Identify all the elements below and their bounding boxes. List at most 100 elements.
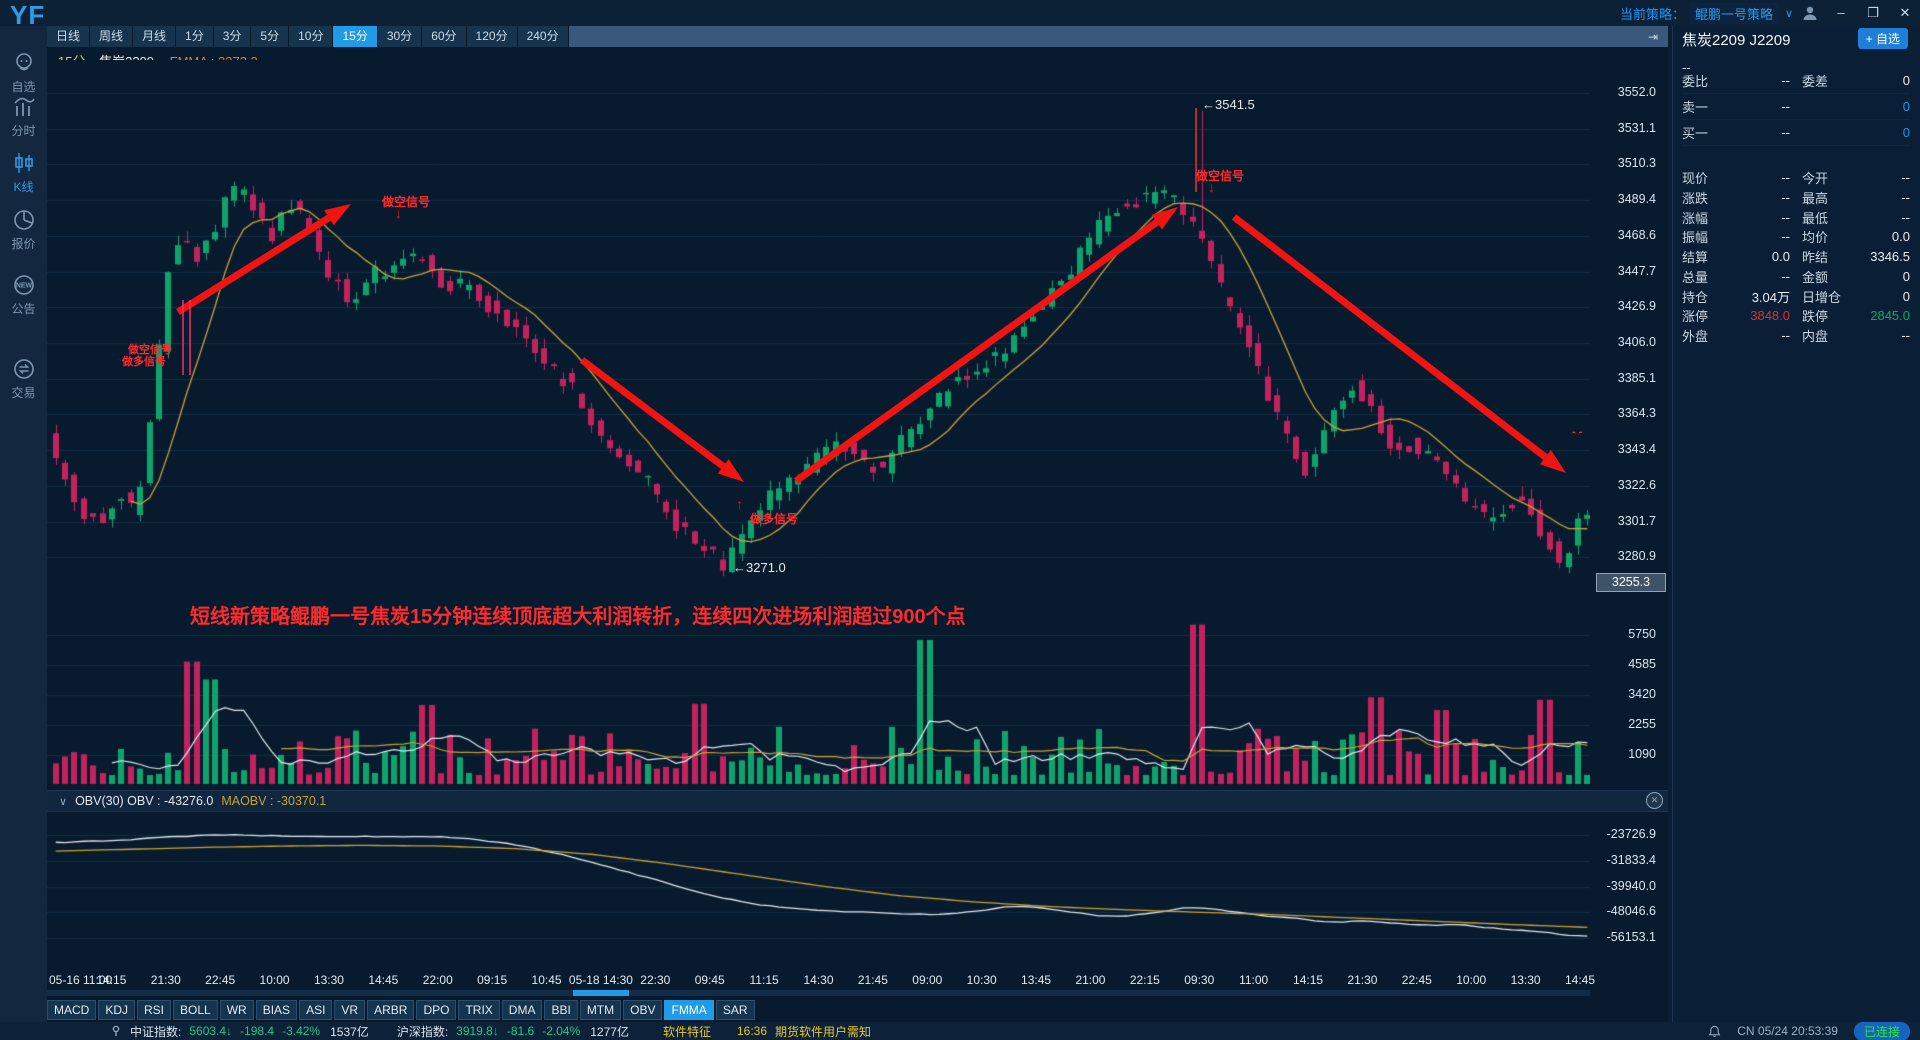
chart-scrollbar-track[interactable] [47, 990, 1590, 996]
timeframe-tab-60分[interactable]: 60分 [422, 26, 467, 47]
indicator-tab-asi[interactable]: ASI [299, 1000, 333, 1020]
candlestick-icon [0, 150, 47, 176]
pin-icon[interactable] [110, 1025, 122, 1037]
quote-pre-value: -- [1682, 60, 1691, 75]
window-controls: – ❐ ✕ [1802, 0, 1914, 26]
indicator-tab-kdj[interactable]: KDJ [98, 1000, 136, 1020]
close-obv-pane-icon[interactable]: ✕ [1646, 792, 1663, 809]
time-axis-label: 11:00 [1239, 973, 1269, 987]
obv-axis-tick: -23726.9 [1606, 827, 1656, 841]
indicator-tab-sar[interactable]: SAR [715, 1000, 755, 1020]
timeframe-tab-10分[interactable]: 10分 [289, 26, 334, 47]
strategy-value[interactable]: 鲲鹏一号策略 [1689, 2, 1780, 24]
indicator-tab-obv[interactable]: OBV [623, 1000, 663, 1020]
time-axis-label: 21:30 [1347, 973, 1378, 987]
minimize-button[interactable]: – [1837, 5, 1845, 20]
timeframe-tab-3分[interactable]: 3分 [213, 26, 252, 47]
volume-axis-tick: 1090 [1628, 747, 1656, 761]
time-axis-label: 22:30 [640, 973, 671, 987]
price-axis-tick: 3364.3 [1617, 406, 1656, 421]
sidebar-item-trade[interactable]: 交易 [0, 356, 47, 401]
indicator-tab-dma[interactable]: DMA [501, 1000, 543, 1020]
signal-label: 做空信号 [128, 344, 172, 356]
indicator-tab-rsi[interactable]: RSI [137, 1000, 172, 1020]
sidebar-item-label: 报价 [11, 237, 36, 251]
volume-chart-canvas[interactable] [47, 605, 1590, 788]
indicator-tab-boll[interactable]: BOLL [173, 1000, 218, 1020]
timeframe-tab-1分[interactable]: 1分 [176, 26, 214, 47]
notice-a[interactable]: 软件特征 [662, 1024, 711, 1039]
timeframe-tab-月线[interactable]: 月线 [133, 26, 177, 47]
time-axis-label: 05-16 11:00 [49, 973, 113, 987]
indicator-tab-bbi[interactable]: BBI [544, 1000, 578, 1020]
timeframe-tab-240分[interactable]: 240分 [517, 26, 569, 47]
price-low-annotation: ←3271.0 [733, 560, 786, 575]
signal-arrow-icon: ↓ [395, 205, 402, 221]
indicator-tab-vr[interactable]: VR [334, 1000, 366, 1020]
volume-axis-tick: 3420 [1628, 687, 1656, 701]
time-axis-label: 10:00 [1456, 973, 1487, 987]
signal-label: 做空信号 [382, 195, 431, 209]
chevron-down-icon[interactable]: ∨ [1785, 7, 1794, 20]
add-watchlist-button[interactable]: + 自选 [1857, 28, 1908, 49]
timeframe-tab-30分[interactable]: 30分 [377, 26, 423, 47]
timeframe-tab-日线[interactable]: 日线 [47, 26, 91, 47]
sidebar-item-intraday[interactable]: 分时 [0, 94, 47, 139]
sidebar-item-kline[interactable]: K线 [0, 150, 47, 195]
sidebar-item-watchlist[interactable]: 自选 [0, 50, 47, 95]
pie-icon [0, 207, 47, 233]
timeframe-tab-120分[interactable]: 120分 [466, 26, 518, 47]
close-button[interactable]: ✕ [1899, 5, 1911, 20]
time-axis-label: 22:45 [205, 973, 236, 987]
timeframe-tab-5分[interactable]: 5分 [251, 26, 290, 47]
restore-button[interactable]: ❐ [1867, 5, 1879, 20]
connection-status[interactable]: 已连接 [1853, 1021, 1910, 1040]
sidebar-item-announcements[interactable]: NEW 公告 [0, 272, 47, 317]
collapse-pane-icon[interactable]: ∨ [59, 795, 68, 808]
chart-scrollbar-thumb[interactable] [573, 990, 629, 996]
instrument-title: 焦炭2209 J2209 [1682, 32, 1791, 49]
price-axis-tick: 3301.7 [1617, 513, 1656, 528]
signal-label: 做多信号 [750, 512, 799, 526]
time-axis-label: 10:45 [531, 973, 562, 987]
index2-change: -81.6 [506, 1024, 535, 1038]
indicator-tab-mtm[interactable]: MTM [579, 1000, 622, 1020]
timeframe-tabs: 日线 周线 月线 1分 3分 5分 10分 15分 30分 60分 120分 240分 [47, 26, 569, 47]
indicator-tab-dpo[interactable]: DPO [416, 1000, 457, 1020]
price-axis-tick: 3280.9 [1617, 549, 1656, 564]
indicator-tab-trix[interactable]: TRIX [458, 1000, 500, 1020]
time-axis-label: 09:45 [694, 973, 725, 987]
quote-row-持仓: 持仓 3.04万 日增仓 0 [1682, 288, 1910, 305]
volume-axis-tick: 5750 [1628, 627, 1656, 641]
strategy-label: 当前策略： [1620, 6, 1686, 22]
quote-row-涨跌: 涨跌 -- 最高 -- [1682, 190, 1910, 207]
time-axis-label: 22:45 [1401, 973, 1432, 987]
price-axis-tick: 3426.9 [1617, 299, 1656, 314]
timeframe-tab-周线[interactable]: 周线 [90, 26, 134, 47]
user-icon[interactable] [1802, 5, 1818, 21]
timeframe-strip: ⇥ [568, 26, 1668, 47]
notice-time: 16:36 [736, 1024, 767, 1038]
sidebar-item-label: 自选 [11, 80, 36, 94]
indicator-tab-bias[interactable]: BIAS [255, 1000, 298, 1020]
bell-icon[interactable] [1708, 1025, 1721, 1038]
quote-row-结算: 结算 0.0 昨结 3346.5 [1682, 249, 1910, 266]
collapse-panel-icon[interactable]: ⇥ [1647, 29, 1658, 44]
index1-pct: -3.42% [282, 1024, 321, 1038]
obv-chart-canvas[interactable] [47, 810, 1590, 968]
time-axis-label: 11:15 [749, 973, 779, 987]
strategy-selector[interactable]: 当前策略： 鲲鹏一号策略 ∨ [1620, 2, 1794, 24]
sidebar-item-quotes[interactable]: 报价 [0, 207, 47, 252]
notice-b[interactable]: 期货软件用户需知 [775, 1024, 872, 1039]
indicator-tab-arbr[interactable]: ARBR [367, 1000, 415, 1020]
timeframe-tab-15分[interactable]: 15分 [333, 26, 378, 47]
sidebar-item-label: 交易 [11, 386, 36, 400]
price-axis-tick: 3447.7 [1617, 263, 1656, 278]
indicator-tab-macd[interactable]: MACD [47, 1000, 97, 1020]
indicator-tab-wr[interactable]: WR [219, 1000, 254, 1020]
sidebar-item-label: K线 [13, 180, 34, 194]
price-chart-canvas[interactable] [47, 60, 1590, 605]
indicator-tab-fmma[interactable]: FMMA [664, 1000, 714, 1020]
signal-label: - - [1572, 426, 1583, 438]
obv-axis-tick: -31833.4 [1606, 852, 1656, 867]
